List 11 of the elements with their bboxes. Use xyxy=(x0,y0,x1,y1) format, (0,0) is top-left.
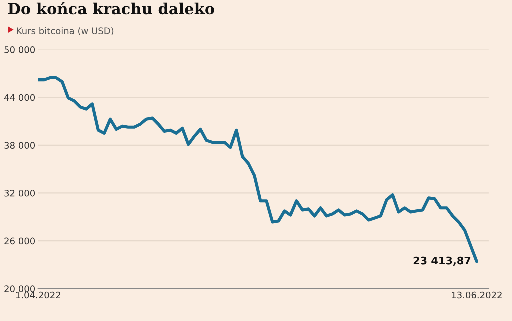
y-tick-label: 32 000 xyxy=(4,190,36,197)
x-tick-label: 1.04.2022 xyxy=(16,292,60,299)
y-tick-label: 44 000 xyxy=(4,94,36,102)
chart-title: Do końca krachu daleko xyxy=(8,2,214,15)
annotation: 23 413,87 xyxy=(414,256,471,266)
y-tick-label: 50 000 xyxy=(4,46,36,54)
chart-subtitle: Kurs bitcoina (w USD) xyxy=(17,27,114,36)
y-tick-label: 20 000 xyxy=(4,286,36,292)
x-tick-label: 13.06.2022 xyxy=(452,292,502,299)
y-tick-label: 26 000 xyxy=(4,238,36,245)
y-tick-label: 38 000 xyxy=(4,142,36,149)
